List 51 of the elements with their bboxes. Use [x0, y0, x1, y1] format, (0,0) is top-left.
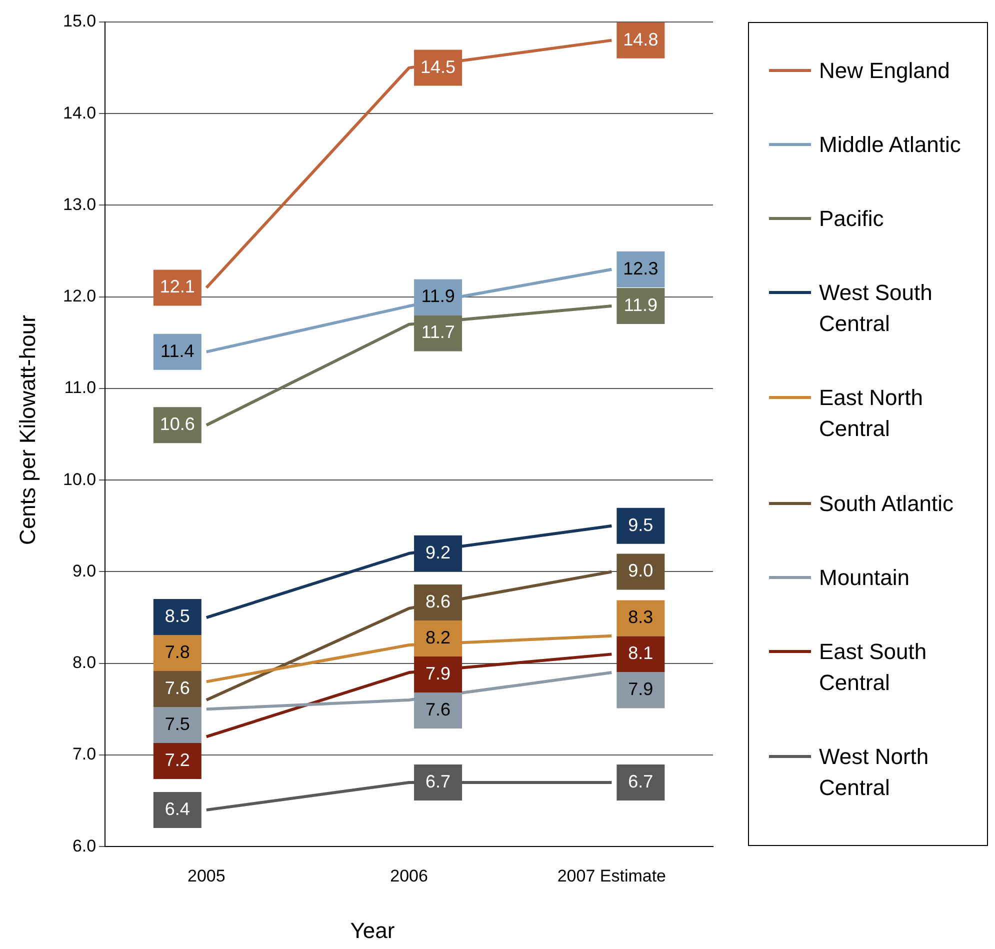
- data-label: 6.4: [164, 798, 190, 819]
- data-label: 8.5: [164, 606, 190, 626]
- legend-label: New England: [819, 56, 951, 85]
- y-tick-label: 6.0: [72, 836, 96, 856]
- y-tick-label: 13.0: [62, 194, 96, 214]
- legend-label: East North Central: [819, 384, 924, 444]
- data-label: 7.6: [164, 678, 190, 698]
- legend-label: Pacific: [819, 205, 885, 234]
- data-label: 8.6: [426, 591, 451, 612]
- data-label: 11.7: [421, 322, 455, 342]
- y-tick-label: 10.0: [62, 470, 96, 489]
- data-label: 14.8: [623, 29, 658, 50]
- data-label: 8.3: [628, 607, 654, 628]
- data-label: 12.1: [160, 276, 195, 297]
- data-label: 11.9: [624, 295, 658, 315]
- legend-label: Mountain: [819, 564, 911, 592]
- data-label: 12.3: [623, 258, 658, 278]
- y-tick-label: 7.0: [72, 744, 96, 764]
- data-label: 7.8: [164, 642, 190, 662]
- x-tick-label: 2006: [390, 866, 428, 886]
- data-label: 7.9: [426, 663, 451, 684]
- y-tick-label: 15.0: [62, 12, 96, 31]
- x-tick-label: 2007 Estimate: [557, 866, 666, 886]
- legend-label: Middle Atlantic: [819, 130, 962, 159]
- y-axis-title: Cents per Kilowatt-hour: [15, 315, 41, 545]
- data-label: 9.2: [426, 542, 451, 562]
- data-label: 9.5: [628, 514, 654, 535]
- y-tick-label: 9.0: [72, 561, 96, 580]
- data-label: 6.7: [426, 771, 451, 792]
- data-label: 7.6: [426, 699, 451, 720]
- y-tick-label: 14.0: [62, 103, 96, 122]
- data-label: 14.5: [420, 56, 456, 77]
- x-axis-title: Year: [349, 918, 396, 944]
- x-tick-label: 2005: [187, 866, 226, 886]
- data-label: 11.9: [421, 286, 455, 306]
- legend-label: West South Central: [819, 279, 934, 338]
- y-tick-label: 8.0: [72, 653, 96, 672]
- data-label: 7.5: [164, 714, 190, 734]
- legend-label: South Atlantic: [819, 490, 955, 518]
- legend-label: East South Central: [819, 638, 928, 698]
- data-label: 10.6: [160, 414, 195, 434]
- y-tick-label: 12.0: [62, 286, 96, 306]
- data-label: 11.4: [160, 340, 194, 361]
- data-label: 7.9: [628, 679, 654, 700]
- y-tick-label: 11.0: [64, 378, 96, 398]
- data-label: 9.0: [628, 560, 654, 581]
- data-label: 6.7: [628, 771, 654, 792]
- data-label: 7.2: [164, 750, 190, 770]
- legend-label: West North Central: [819, 743, 930, 802]
- data-label: 8.1: [628, 643, 654, 664]
- data-label: 8.2: [426, 627, 451, 648]
